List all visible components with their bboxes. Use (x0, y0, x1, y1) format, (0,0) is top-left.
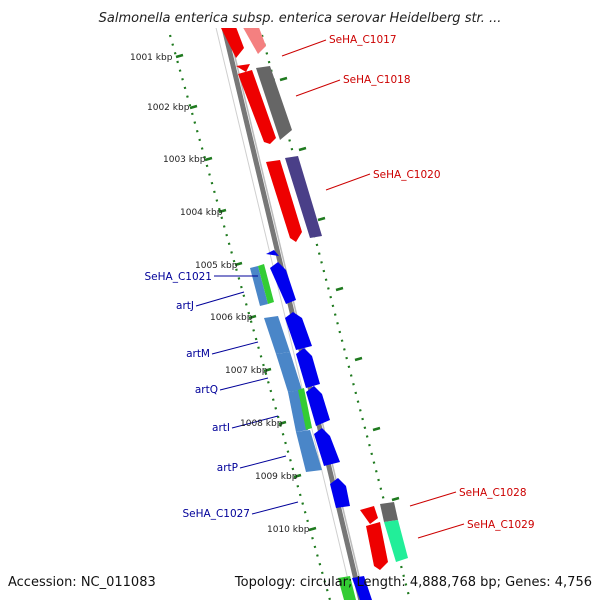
gene-label-SeHA_C1020[interactable]: SeHA_C1020 (373, 169, 441, 181)
gene-label-SeHA_C1018[interactable]: SeHA_C1018 (343, 74, 411, 86)
ruler-label: 1002 kbp (147, 103, 190, 113)
gene-artI[interactable] (296, 428, 340, 472)
gene-label-SeHA_C1027[interactable]: SeHA_C1027 (182, 508, 250, 520)
gene-label-artP[interactable]: artP (217, 462, 238, 474)
accession-text: Accession: NC_011083 (8, 575, 156, 590)
gene-SeHA_C1027[interactable] (338, 576, 372, 600)
map-title: Salmonella enterica subsp. enterica sero… (99, 11, 502, 26)
gene-SeHA_C1021[interactable] (250, 250, 296, 306)
ruler-ticks (175, 53, 400, 532)
ruler-label: 1006 kbp (210, 313, 253, 323)
gene-label-artQ[interactable]: artQ (195, 384, 218, 396)
gene-label-SeHA_C1029[interactable]: SeHA_C1029 (467, 519, 535, 531)
ruler-label: 1007 kbp (225, 366, 268, 376)
gene-label-artJ[interactable]: artJ (176, 300, 194, 312)
gene-label-artI[interactable]: artI (212, 422, 230, 434)
ruler-labels: 1001 kbp 1002 kbp 1003 kbp 1004 kbp 1005… (130, 53, 310, 535)
gene-labels: SeHA_C1017 SeHA_C1018 SeHA_C1020 SeHA_C1… (144, 34, 534, 531)
ruler-label: 1001 kbp (130, 53, 173, 63)
ruler-label: 1005 kbp (195, 261, 238, 271)
gene-SeHA_C1028[interactable] (360, 502, 398, 524)
gene-SeHA_C1029[interactable] (366, 520, 408, 570)
ruler-label: 1004 kbp (180, 208, 223, 218)
ruler-label: 1008 kbp (240, 419, 283, 429)
gene-SeHA_C1020[interactable] (266, 156, 322, 242)
genome-summary-text: Topology: circular; Length: 4,888,768 bp… (234, 575, 592, 590)
gene-artM[interactable] (276, 348, 320, 392)
ruler-label: 1009 kbp (255, 472, 298, 482)
gene-label-SeHA_C1017[interactable]: SeHA_C1017 (329, 34, 397, 46)
ruler-label: 1010 kbp (267, 525, 310, 535)
gene-label-artM[interactable]: artM (186, 348, 210, 360)
gene-SeHA_C1018[interactable] (236, 64, 292, 144)
ruler-label: 1003 kbp (163, 155, 206, 165)
gene-label-SeHA_C1028[interactable]: SeHA_C1028 (459, 487, 527, 499)
gene-SeHA_C1017[interactable] (212, 4, 266, 58)
gene-label-SeHA_C1021[interactable]: SeHA_C1021 (144, 271, 212, 283)
gene-artP[interactable] (330, 478, 350, 508)
gene-artJ[interactable] (264, 312, 312, 354)
leader-lines (195, 39, 465, 539)
gene-artQ[interactable] (288, 386, 330, 432)
